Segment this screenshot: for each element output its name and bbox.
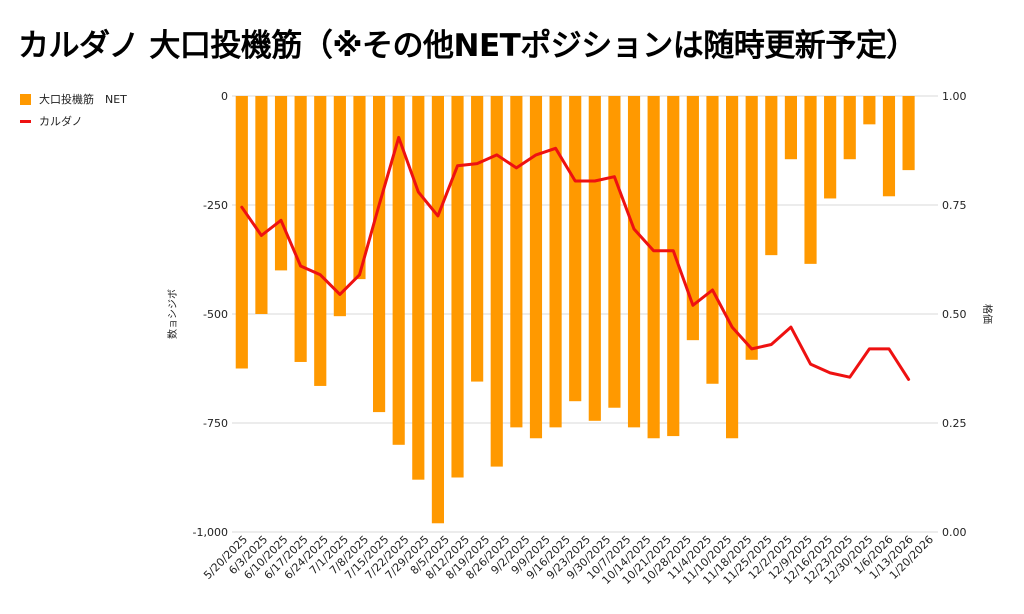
bar xyxy=(686,96,699,341)
bar xyxy=(608,96,621,408)
grid xyxy=(232,95,938,533)
bar xyxy=(804,96,817,264)
legend-line-label: カルダノ xyxy=(39,115,83,128)
right-tick-label: 0.00 xyxy=(942,526,967,539)
bar xyxy=(431,96,444,524)
left-tick-label: -750 xyxy=(203,417,228,430)
bar xyxy=(373,96,386,413)
bar xyxy=(549,96,562,428)
legend-item-bar[interactable]: 大口投機筋 NET xyxy=(20,88,127,110)
bar xyxy=(529,96,543,439)
line-swatch-icon xyxy=(20,119,31,123)
bar xyxy=(392,96,405,445)
bar xyxy=(510,96,523,428)
axes: 0-250-500-750-1,0001.000.750.500.250.005… xyxy=(166,90,994,587)
right-axis-title: 格価 xyxy=(981,304,994,324)
bar xyxy=(765,96,778,256)
legend-bar-label: 大口投機筋 NET xyxy=(39,93,127,106)
chart-title: カルダノ 大口投機筋（※その他NETポジションは随時更新予定） xyxy=(18,28,917,64)
bar xyxy=(667,96,680,437)
bar xyxy=(255,96,268,314)
left-tick-label: -250 xyxy=(203,199,228,212)
bar xyxy=(706,96,719,384)
bar xyxy=(882,96,896,197)
bar xyxy=(353,96,366,280)
bar xyxy=(784,96,797,160)
left-tick-label: -500 xyxy=(203,308,228,321)
bar xyxy=(412,96,425,480)
bar xyxy=(824,96,837,199)
line-series xyxy=(240,135,911,381)
bar xyxy=(588,96,601,421)
left-axis-title: 数ョシジボ xyxy=(166,289,179,339)
bar xyxy=(490,96,503,467)
bar xyxy=(843,96,856,160)
bar xyxy=(471,96,484,382)
left-tick-label: -1,000 xyxy=(193,526,228,539)
bar xyxy=(726,96,739,439)
bar xyxy=(235,96,248,369)
legend-item-line[interactable]: カルダノ xyxy=(20,110,127,132)
legend: 大口投機筋 NET カルダノ xyxy=(20,88,127,132)
left-tick-label: 0 xyxy=(221,90,228,103)
bar xyxy=(647,96,660,439)
right-tick-label: 0.25 xyxy=(942,417,967,430)
right-tick-label: 1.00 xyxy=(942,90,967,103)
bar xyxy=(627,96,641,428)
bar xyxy=(274,96,288,271)
right-tick-label: 0.50 xyxy=(942,308,967,321)
bar-series xyxy=(235,96,915,524)
bar xyxy=(314,96,327,386)
bar-swatch-icon xyxy=(20,93,31,105)
bar xyxy=(451,96,464,478)
right-tick-label: 0.75 xyxy=(942,199,967,212)
bar xyxy=(863,96,876,125)
bar xyxy=(902,96,915,171)
bar xyxy=(333,96,346,317)
bar xyxy=(294,96,307,362)
bar xyxy=(745,96,758,360)
bar xyxy=(569,96,582,402)
